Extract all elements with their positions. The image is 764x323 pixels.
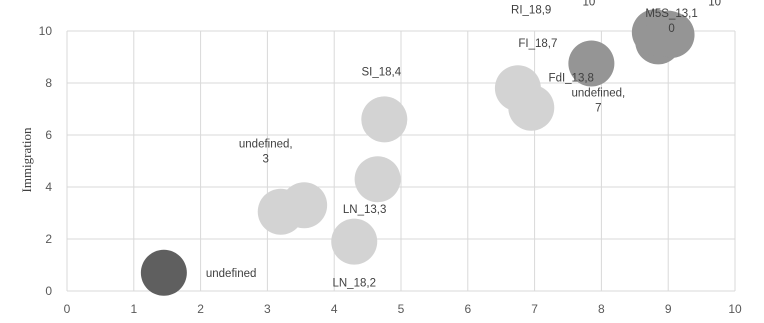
x-tick-label: 4: [331, 302, 338, 316]
data-bubble: [140, 249, 187, 296]
gridlines: [66, 30, 736, 292]
data-label: RI_18,9: [511, 4, 551, 16]
data-label: 10: [582, 0, 595, 8]
x-tick-label: 10: [728, 302, 742, 316]
data-label: SI_18,4: [361, 66, 401, 78]
x-tick-label: 1: [130, 302, 137, 316]
x-axis-ticks: 0 1 2 3 4 5 6 7 8 9 10: [64, 302, 742, 316]
data-labels: undefined undefined, 3 LN_18,2 LN_13,3 SI_18,…: [206, 0, 721, 290]
y-tick-label: 8: [45, 76, 52, 90]
y-tick-label: 4: [45, 180, 52, 194]
y-axis-ticks: 0 2 4 6 8 10: [39, 24, 53, 298]
x-tick-label: 6: [464, 302, 471, 316]
data-bubble: [645, 10, 692, 57]
x-tick-label: 9: [665, 302, 672, 316]
data-label: FdI_13,8: [549, 73, 594, 85]
y-axis-label: Immigration: [19, 127, 34, 192]
data-bubble: [568, 40, 615, 87]
data-bubble: [361, 96, 408, 143]
x-tick-label: 7: [531, 302, 538, 316]
x-tick-label: 2: [197, 302, 204, 316]
y-tick-label: 0: [45, 284, 52, 298]
data-label: undefined: [206, 268, 257, 280]
data-bubble: [354, 156, 401, 203]
data-bubble: [331, 218, 378, 265]
data-label: FI_18,7: [518, 38, 557, 50]
data-label: LN_13,3: [343, 204, 386, 216]
y-tick-label: 10: [39, 24, 53, 38]
bubbles: [140, 9, 695, 296]
data-label: LN_18,2: [332, 278, 375, 290]
x-tick-label: 0: [64, 302, 71, 316]
data-label: M5S_13,1: [645, 8, 697, 20]
x-tick-label: 5: [398, 302, 405, 316]
x-tick-label: 3: [264, 302, 271, 316]
data-label: 10: [708, 0, 721, 9]
data-bubble: [508, 84, 555, 131]
data-label: undefined,: [239, 139, 293, 151]
data-bubble: [281, 182, 328, 229]
data-label: 0: [668, 23, 674, 35]
y-tick-label: 6: [45, 128, 52, 142]
y-tick-label: 2: [45, 232, 52, 246]
x-tick-label: 8: [598, 302, 605, 316]
data-label: 3: [263, 154, 269, 166]
data-label: undefined,: [572, 88, 626, 100]
data-label: 7: [595, 103, 601, 115]
